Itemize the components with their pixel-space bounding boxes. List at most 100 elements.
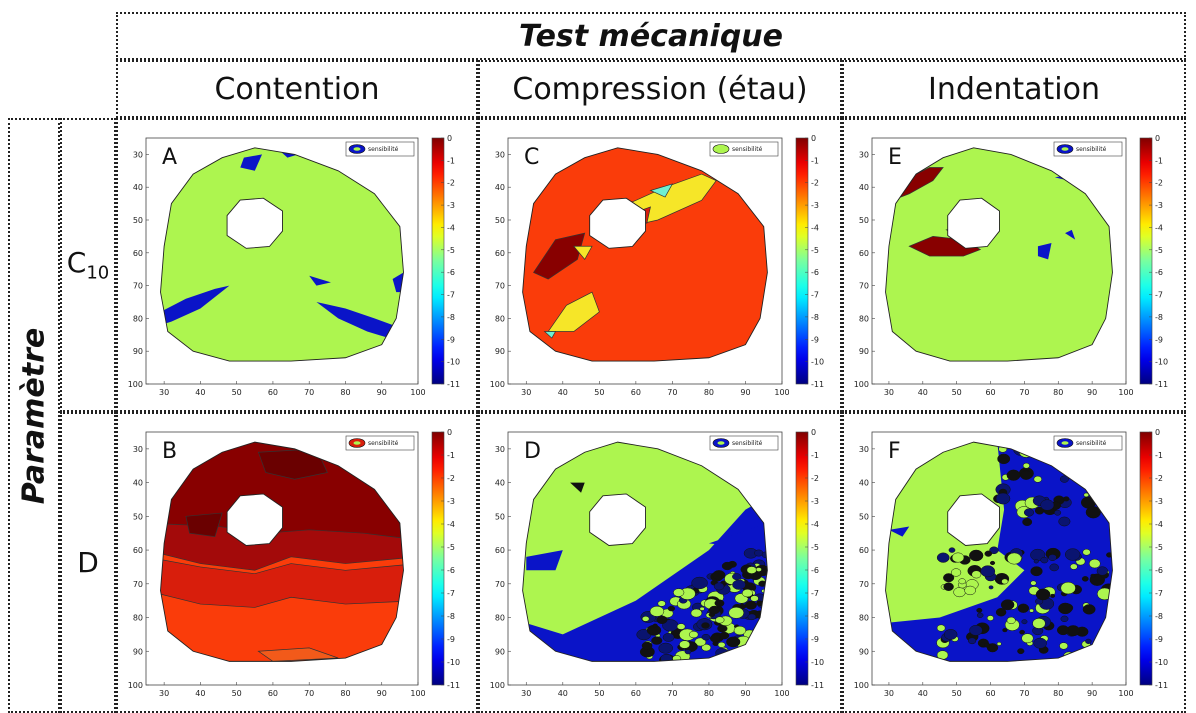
speckle <box>1059 475 1069 483</box>
speckle <box>701 622 710 629</box>
speckle <box>1020 470 1032 480</box>
section-outline <box>885 441 1113 662</box>
column-label: Indentation <box>928 71 1100 107</box>
speckle <box>1058 602 1073 615</box>
colorbar-tick-label: -4 <box>447 520 455 529</box>
panel-letter: B <box>162 439 177 464</box>
region-3 <box>708 523 768 551</box>
legend-swatch-core <box>353 147 361 151</box>
legend-label: sensibilité <box>732 440 763 447</box>
region-2 <box>649 183 674 198</box>
y-tick-label: 80 <box>133 314 143 323</box>
y-tick-label: 50 <box>133 216 143 225</box>
section-outline <box>160 441 404 662</box>
region-4 <box>185 512 223 537</box>
speckle <box>995 608 1007 617</box>
speckle <box>701 633 711 641</box>
colorbar-tick-label: -2 <box>1155 179 1163 188</box>
colorbar-tick-label: -10 <box>811 658 824 667</box>
x-tick-label: 70 <box>304 388 314 397</box>
speckle <box>1002 628 1008 633</box>
speckle <box>1085 506 1101 519</box>
colorbar-tick-label: -2 <box>811 474 819 483</box>
speckle <box>717 641 726 648</box>
colorbar-tick-label: -10 <box>447 658 460 667</box>
colorbar-tick-label: -4 <box>1155 520 1163 529</box>
speckle <box>684 649 692 655</box>
panel-letter: F <box>888 439 901 464</box>
colorbar-tick-label: -5 <box>811 543 819 552</box>
colorbar-tick-label: -8 <box>811 612 819 621</box>
bone-hole <box>947 493 1000 546</box>
legend-label: sensibilité <box>368 146 399 153</box>
x-tick-label: 100 <box>774 689 789 698</box>
colorbar <box>795 431 809 686</box>
x-tick-label: 40 <box>195 388 205 397</box>
colorbar-tick-label: -11 <box>1155 681 1168 690</box>
colorbar-tick-label: -8 <box>1155 313 1163 322</box>
y-tick-label: 70 <box>859 282 869 291</box>
colorbar-tick-label: -11 <box>447 681 460 690</box>
speckle <box>1058 516 1071 527</box>
speckle <box>715 616 725 624</box>
speckle <box>1030 580 1037 586</box>
speckle <box>1060 581 1076 595</box>
y-tick-label: 40 <box>133 183 143 192</box>
y-tick-label: 90 <box>133 647 143 656</box>
y-tick-label: 90 <box>859 347 869 356</box>
bone-hole <box>226 197 283 249</box>
y-tick-label: 40 <box>133 479 143 488</box>
legend-box <box>345 141 415 157</box>
colorbar-tick-label: 0 <box>1155 428 1160 437</box>
colorbar-tick-label: -8 <box>447 612 455 621</box>
colorbar-tick-label: -7 <box>1155 589 1163 598</box>
speckle <box>996 641 1002 646</box>
colorbar-tick-label: -10 <box>1155 358 1168 367</box>
colorbar-tick-label: -8 <box>1155 612 1163 621</box>
x-tick-label: 40 <box>918 388 928 397</box>
speckle <box>747 613 757 621</box>
speckle <box>657 600 666 607</box>
y-tick-label: 50 <box>495 216 505 225</box>
x-tick-label: 60 <box>985 388 995 397</box>
colorbar-tick-label: -5 <box>447 543 455 552</box>
region-7 <box>543 331 557 339</box>
colorbar-tick-label: -9 <box>1155 635 1163 644</box>
y-tick-label: 100 <box>854 380 869 389</box>
x-tick-label: 100 <box>410 388 425 397</box>
speckle <box>1040 556 1049 564</box>
speckle <box>1030 566 1043 577</box>
y-tick-label: 60 <box>495 546 505 555</box>
colorbar-tick-label: -8 <box>811 313 819 322</box>
colorbar-tick-label: -10 <box>1155 658 1168 667</box>
colorbar-tick-label: -6 <box>447 268 455 277</box>
speckle <box>986 615 994 621</box>
speckle <box>953 587 966 598</box>
colorbar-tick-label: -3 <box>447 201 455 210</box>
speckle <box>701 643 712 652</box>
speckle <box>679 640 691 649</box>
speckle <box>976 607 983 613</box>
colorbar-tick-label: -7 <box>447 589 455 598</box>
legend-swatch-core <box>1061 147 1069 151</box>
x-tick-label: 90 <box>740 689 750 698</box>
speckle <box>1070 563 1078 570</box>
x-tick-label: 60 <box>268 388 278 397</box>
x-tick-label: 30 <box>521 388 531 397</box>
colorbar-tick-label: -7 <box>811 291 819 300</box>
section-outline <box>522 147 768 362</box>
colorbar-tick-label: -5 <box>447 246 455 255</box>
y-tick-label: 100 <box>490 681 505 690</box>
speckle <box>690 608 703 618</box>
speckle <box>732 579 746 590</box>
y-tick-label: 80 <box>133 614 143 623</box>
colorbar-tick-label: -2 <box>1155 474 1163 483</box>
colorbar-tick-label: -3 <box>1155 201 1163 210</box>
x-tick-label: 90 <box>1087 388 1097 397</box>
panel-letter: C <box>524 145 539 170</box>
x-tick-label: 90 <box>377 689 387 698</box>
speckle <box>969 549 984 562</box>
speckle <box>667 605 676 612</box>
x-tick-label: 40 <box>558 388 568 397</box>
speckle <box>1022 462 1030 469</box>
